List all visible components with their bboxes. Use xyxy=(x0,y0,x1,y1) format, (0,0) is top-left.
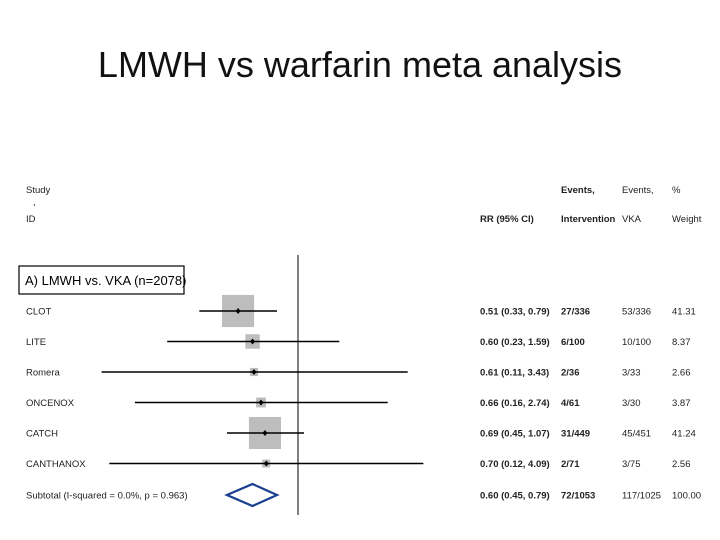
weight-romera: 2.66 xyxy=(672,368,691,379)
point-estimate-oncenox xyxy=(258,399,264,406)
int-events-lite: 6/100 xyxy=(561,337,585,348)
study-name-canthanox: CANTHANOX xyxy=(26,459,86,470)
vka-events-lite: 10/100 xyxy=(622,337,651,348)
header-events-int-1: Events, xyxy=(561,185,595,196)
point-estimate-romera xyxy=(251,369,257,375)
vka-events-romera: 3/33 xyxy=(622,368,641,379)
header-id: ID xyxy=(26,214,36,225)
header-rr: RR (95% CI) xyxy=(480,214,534,225)
point-estimate-lite xyxy=(250,338,256,345)
vka-events-canthanox: 3/75 xyxy=(622,459,641,470)
int-events-romera: 2/36 xyxy=(561,368,580,379)
header-pct-2: Weight xyxy=(672,214,702,225)
rr-ci-oncenox: 0.66 (0.16, 2.74) xyxy=(480,398,550,409)
weight-lite: 8.37 xyxy=(672,337,691,348)
header-events-vka-2: VKA xyxy=(622,214,642,225)
int-events-canthanox: 2/71 xyxy=(561,459,580,470)
subtotal-diamond xyxy=(224,482,280,508)
rr-ci-catch: 0.69 (0.45, 1.07) xyxy=(480,429,550,440)
subtotal-vka-events: 117/1025 xyxy=(622,491,661,502)
point-estimate-canthanox xyxy=(263,460,269,467)
vka-events-catch: 45/451 xyxy=(622,429,651,440)
header-study-dot: , xyxy=(33,197,36,208)
vka-events-clot: 53/336 xyxy=(622,307,651,318)
weight-canthanox: 2.56 xyxy=(672,459,691,470)
weight-oncenox: 3.87 xyxy=(672,398,691,409)
point-estimate-clot xyxy=(235,308,241,314)
study-name-romera: Romera xyxy=(26,368,61,379)
subtotal-rr-ci: 0.60 (0.45, 0.79) xyxy=(480,491,550,502)
subtotal-int-events: 72/1053 xyxy=(561,491,595,502)
rr-ci-lite: 0.60 (0.23, 1.59) xyxy=(480,337,550,348)
study-name-lite: LITE xyxy=(26,337,46,348)
study-name-clot: CLOT xyxy=(26,307,52,318)
group-label-box xyxy=(18,265,185,295)
rr-ci-romera: 0.61 (0.11, 3.43) xyxy=(480,368,549,379)
study-name-catch: CATCH xyxy=(26,429,58,440)
rr-ci-clot: 0.51 (0.33, 0.79) xyxy=(480,307,550,318)
vka-events-oncenox: 3/30 xyxy=(622,398,641,409)
weight-catch: 41.24 xyxy=(672,429,696,440)
study-name-oncenox: ONCENOX xyxy=(26,398,75,409)
subtotal-label: Subtotal (I-squared = 0.0%, p = 0.963) xyxy=(26,491,188,502)
point-estimate-catch xyxy=(262,430,268,436)
group-label: A) LMWH vs. VKA (n=2078) xyxy=(25,273,186,288)
int-events-catch: 31/449 xyxy=(561,429,590,440)
header-study: Study xyxy=(26,185,51,196)
header-pct-1: % xyxy=(672,185,681,196)
weight-clot: 41.31 xyxy=(672,307,696,318)
int-events-clot: 27/336 xyxy=(561,307,590,318)
rr-ci-canthanox: 0.70 (0.12, 4.09) xyxy=(480,459,550,470)
header-events-int-2: Intervention xyxy=(561,214,616,225)
slide-title: LMWH vs warfarin meta analysis xyxy=(97,44,623,85)
int-events-oncenox: 4/61 xyxy=(561,398,580,409)
subtotal-weight: 100.00 xyxy=(672,491,701,502)
header-events-vka-1: Events, xyxy=(622,185,654,196)
